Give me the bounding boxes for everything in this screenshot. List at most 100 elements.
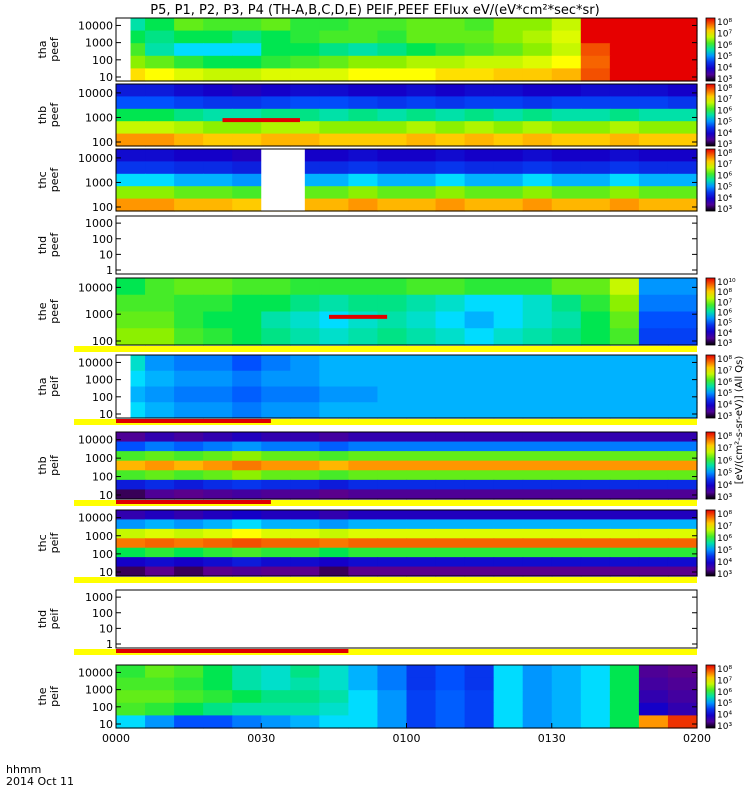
- heatmap-cell: [116, 665, 146, 679]
- heatmap-cell: [580, 460, 611, 471]
- heatmap-cell: [290, 68, 320, 82]
- heatmap-cell: [667, 198, 698, 212]
- heatmap-cell: [145, 30, 175, 44]
- heatmap-cell: [232, 149, 262, 162]
- heatmap-cell: [580, 43, 611, 57]
- heatmap-cell: [435, 328, 466, 346]
- heatmap-cell: [522, 278, 553, 296]
- colorbar-strip: [705, 83, 716, 147]
- heatmap-cell: [638, 68, 669, 82]
- heatmap-cell: [377, 432, 408, 443]
- heatmap-cell: [232, 441, 262, 452]
- heatmap-cell: [638, 149, 669, 162]
- colorbar-tick-label: 10⁸: [717, 18, 732, 28]
- y-tick-label: 100: [92, 471, 113, 484]
- heatmap-cell: [348, 702, 379, 716]
- heatmap-cell: [290, 402, 320, 419]
- heatmap-cell: [116, 121, 146, 135]
- heatmap-cell: [116, 186, 146, 200]
- heatmap-cell: [232, 510, 262, 521]
- heatmap-cell: [464, 311, 495, 329]
- heatmap-cell: [290, 489, 320, 500]
- heatmap-cell: [464, 328, 495, 346]
- heatmap-cell: [464, 510, 495, 521]
- heatmap-cell: [609, 328, 640, 346]
- heatmap-cell: [348, 294, 379, 313]
- heatmap-cell: [232, 96, 262, 110]
- heatmap-cell: [116, 470, 146, 481]
- heatmap-cell: [261, 84, 291, 97]
- heatmap-cell: [377, 489, 408, 500]
- heatmap-cell: [522, 133, 553, 147]
- colorbar-tick-label: 10³: [717, 339, 732, 349]
- heatmap-cell: [609, 665, 640, 679]
- heatmap-cell: [435, 702, 466, 716]
- heatmap-cell: [580, 538, 611, 549]
- heatmap-cell: [667, 402, 698, 419]
- flag-strip: [74, 346, 697, 352]
- heatmap-cell: [145, 441, 175, 452]
- heatmap-cell: [667, 355, 698, 372]
- heatmap-cell: [261, 328, 291, 346]
- heatmap-cell: [551, 460, 582, 471]
- heatmap-cell: [493, 386, 524, 403]
- colorbar-tick-label: 10⁵: [717, 52, 732, 62]
- heatmap-cell: [551, 402, 582, 419]
- heatmap-cell: [232, 198, 262, 212]
- heatmap-cell: [145, 665, 175, 679]
- heatmap-cell: [116, 489, 146, 500]
- heatmap-cell: [174, 702, 204, 716]
- y-tick-label: 1000: [85, 111, 113, 124]
- heatmap-cell: [580, 311, 611, 329]
- heatmap-cell: [377, 677, 408, 691]
- heatmap-cell: [116, 702, 146, 716]
- heatmap-cell: [203, 441, 233, 452]
- panel-thc-peif: 10 100 1000 10000 thc peif 10³ 10⁴ 10⁵ 10⁶ 10⁷ 10⁸: [36, 509, 732, 583]
- heatmap-cell: [261, 519, 291, 530]
- heatmap-cell: [580, 715, 611, 729]
- heatmap-cell: [464, 432, 495, 443]
- heatmap-cell: [348, 510, 379, 521]
- panel-probe-label: the: [36, 687, 49, 705]
- y-tick-label: 100: [92, 607, 113, 620]
- heatmap-cell: [290, 18, 320, 32]
- heatmap-cell: [522, 470, 553, 481]
- heatmap-cell: [319, 84, 349, 97]
- heatmap-cell: [609, 18, 640, 32]
- y-tick-label: 10: [99, 718, 113, 731]
- heatmap-cell: [522, 519, 553, 530]
- heatmap-cell: [493, 173, 524, 187]
- heatmap-cell: [464, 149, 495, 162]
- heatmap-cell: [319, 278, 349, 296]
- colorbar: 10³ 10⁴ 10⁵ 10⁶ 10⁷ 10⁸: [705, 431, 732, 503]
- heatmap-cell: [319, 557, 349, 568]
- heatmap-cell: [522, 355, 553, 372]
- heatmap-cell: [145, 311, 175, 329]
- heatmap-cell: [174, 441, 204, 452]
- heatmap-cell: [435, 55, 466, 69]
- heatmap-cell: [290, 557, 320, 568]
- heatmap-cell: [551, 68, 582, 82]
- heatmap-cell: [290, 96, 320, 110]
- heatmap-cell: [348, 30, 379, 44]
- heatmap-cell: [145, 451, 175, 462]
- heatmap-cell: [580, 30, 611, 44]
- panel-thd-peif: 1 10 100 1000 thd peif: [36, 589, 698, 655]
- heatmap-cell: [580, 690, 611, 704]
- heatmap-cell: [493, 30, 524, 44]
- y-tick-label: 1000: [85, 591, 113, 604]
- heatmap-cell: [145, 702, 175, 716]
- heatmap-cell: [290, 294, 320, 313]
- heatmap-cell: [174, 677, 204, 691]
- heatmap-cell: [406, 557, 437, 568]
- heatmap-cell: [406, 96, 437, 110]
- heatmap-cell: [203, 133, 233, 147]
- heatmap-cell: [232, 355, 262, 372]
- heatmap-cell: [551, 96, 582, 110]
- heatmap-cell: [261, 479, 291, 491]
- heatmap-cell: [667, 121, 698, 135]
- y-tick-label: 10: [99, 489, 113, 502]
- heatmap-cell: [290, 665, 320, 679]
- heatmap-cell: [406, 715, 437, 729]
- heatmap-cell: [580, 528, 611, 539]
